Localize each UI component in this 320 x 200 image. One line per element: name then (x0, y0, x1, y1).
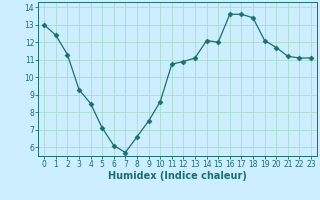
X-axis label: Humidex (Indice chaleur): Humidex (Indice chaleur) (108, 171, 247, 181)
